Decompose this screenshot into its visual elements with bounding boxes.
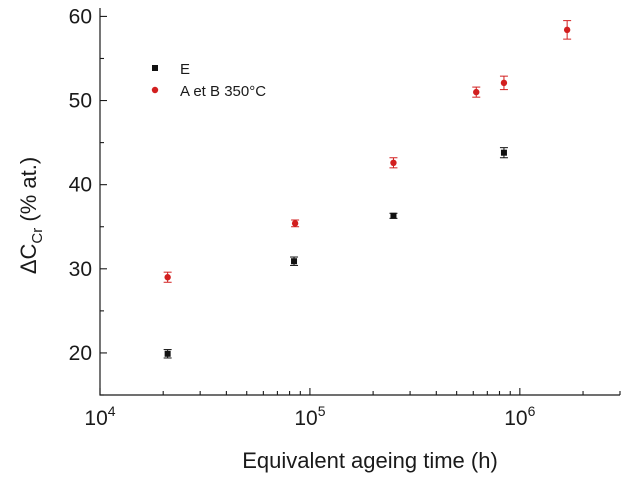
y-tick-label: 20 — [69, 342, 92, 365]
legend-label: A et B 350°C — [180, 83, 266, 100]
x-tick-label: 104 — [84, 403, 115, 430]
data-point-a-et-b — [563, 26, 571, 34]
data-point-e — [291, 258, 298, 265]
legend-marker-e — [152, 65, 158, 71]
data-point-e — [500, 149, 507, 156]
data-point-a-et-b — [500, 79, 508, 87]
axis-frame — [99, 8, 620, 396]
legend-marker-a-et-b — [151, 86, 159, 94]
data-point-e — [390, 212, 397, 219]
x-axis-title: Equivalent ageing time (h) — [242, 448, 498, 473]
x-tick-label: 106 — [504, 403, 535, 430]
y-axis-title: ΔCCr (% at.) — [16, 157, 46, 274]
data-point-e — [164, 350, 171, 357]
x-tick-label: 105 — [294, 403, 325, 430]
data-point-a-et-b — [164, 274, 171, 281]
y-tick-label: 50 — [69, 90, 92, 113]
data-point-a-et-b — [291, 220, 299, 227]
y-tick-label: 40 — [69, 174, 92, 197]
y-tick-label: 60 — [69, 5, 92, 28]
legend-label: E — [180, 61, 190, 78]
data-point-a-et-b — [473, 88, 480, 96]
y-tick-label: 30 — [69, 258, 92, 281]
data-point-a-et-b — [390, 159, 397, 166]
